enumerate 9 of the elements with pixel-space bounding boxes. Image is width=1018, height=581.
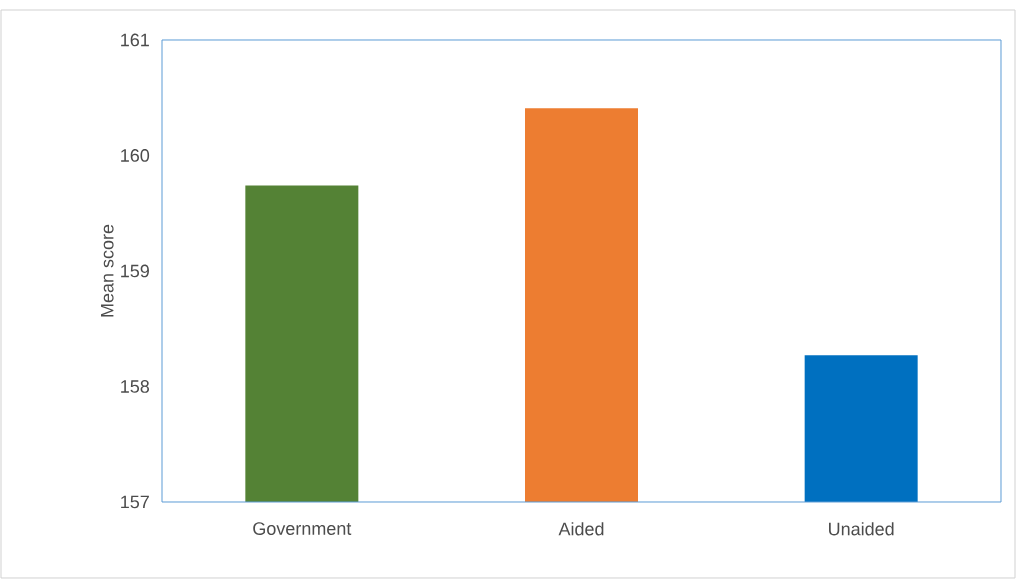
y-tick-label: 159 <box>121 264 149 278</box>
x-tick-label: Aided <box>558 522 604 536</box>
y-tick-label: 160 <box>121 149 150 162</box>
y-tick-label: 158 <box>121 380 150 393</box>
x-tick-label: Unaided <box>829 522 894 536</box>
y-tick-label: 157 <box>121 495 149 509</box>
x-tick-label: Government <box>253 522 352 535</box>
y-tick-label: 161 <box>121 33 149 47</box>
y-axis-title: Mean score <box>101 224 114 317</box>
